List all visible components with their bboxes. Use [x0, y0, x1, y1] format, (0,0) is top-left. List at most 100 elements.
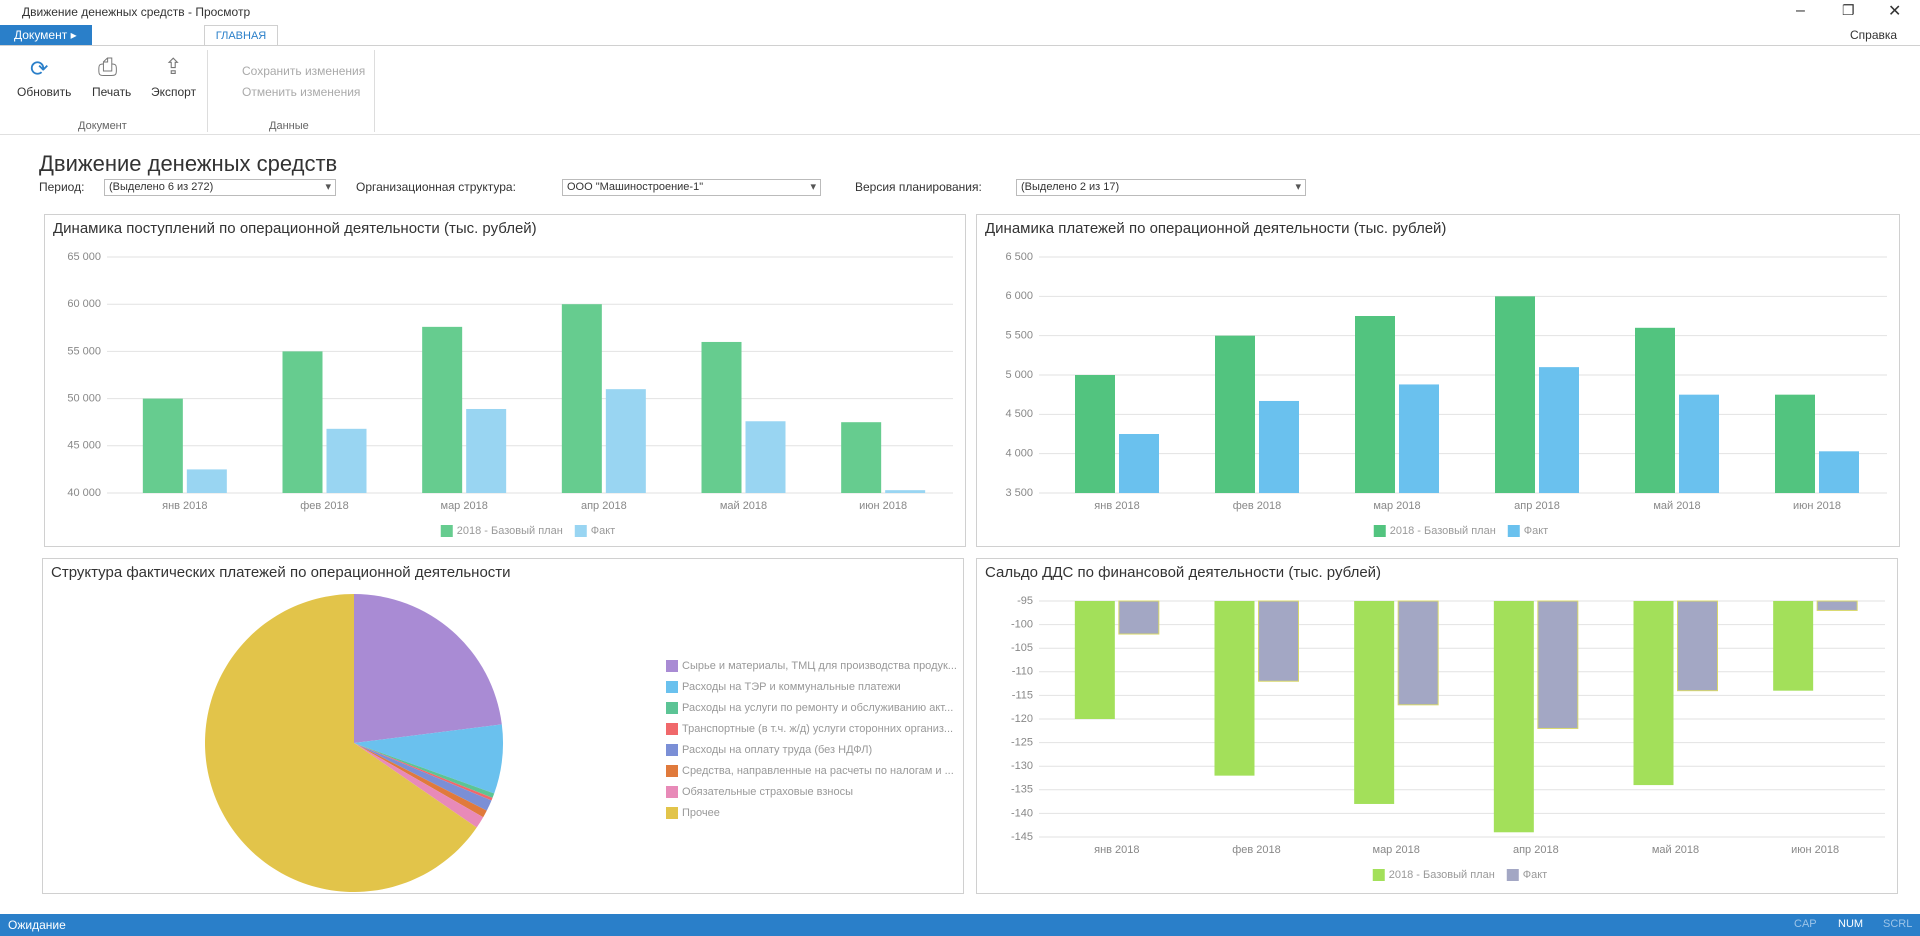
legend-label: 2018 - Базовый план — [1389, 869, 1495, 881]
pie-slice — [354, 594, 502, 743]
y-tick-label: -115 — [1012, 689, 1033, 701]
bar — [1397, 600, 1439, 706]
bar — [326, 428, 367, 493]
group-label: Данные — [269, 120, 309, 132]
separator — [207, 50, 208, 132]
chart-title: Динамика поступлений по операционной дея… — [53, 220, 537, 237]
pie-slice — [354, 743, 493, 801]
pie-slice — [354, 743, 495, 798]
legend-label: Факт — [1523, 869, 1547, 881]
y-tick-label: -105 — [1011, 642, 1033, 654]
legend-label: Обязательные страховые взносы — [682, 786, 853, 798]
y-tick-label: -140 — [1011, 807, 1033, 819]
y-tick-label: 65 000 — [67, 251, 101, 263]
legend-swatch — [666, 681, 678, 693]
legend-label: 2018 - Базовый план — [1390, 525, 1496, 537]
bar — [1354, 601, 1395, 804]
chart-panel: Динамика поступлений по операционной дея… — [44, 214, 966, 547]
y-tick-label: -95 — [1017, 595, 1033, 607]
restore[interactable]: ❐ — [1842, 2, 1855, 18]
legend-label: Факт — [591, 525, 615, 537]
ribbon-button[interactable]: Экспорт — [151, 85, 197, 99]
close[interactable]: ✕ — [1888, 3, 1902, 20]
legend-label: Расходы на ТЭР и коммунальные платежи — [682, 681, 901, 693]
x-tick-label: мар 2018 — [1373, 844, 1420, 856]
document-menu-label: Документ — [14, 28, 68, 42]
x-tick-label: апр 2018 — [1514, 500, 1560, 512]
chart: Динамика платежей по операционной деятел… — [985, 220, 1887, 537]
y-tick-label: 4 000 — [1005, 448, 1033, 460]
legend-swatch — [666, 807, 678, 819]
y-tick-label: -100 — [1011, 619, 1033, 631]
bar — [1259, 400, 1299, 493]
bar — [1258, 600, 1299, 682]
bar — [745, 421, 786, 493]
group-label: Документ — [78, 120, 127, 132]
x-tick-label: июн 2018 — [1791, 844, 1839, 856]
chart-title: Динамика платежей по операционной деятел… — [985, 220, 1446, 237]
legend-swatch — [666, 765, 678, 777]
filter-label: Версия планирования: — [855, 180, 982, 194]
filter-dropdown[interactable]: ООО "Машиностроение-1" — [562, 179, 821, 196]
legend-swatch — [1507, 525, 1520, 537]
x-tick-label: апр 2018 — [581, 500, 627, 512]
bar — [466, 408, 507, 493]
bar — [282, 351, 323, 493]
status-text: Ожидание — [8, 918, 66, 932]
bar — [142, 398, 183, 493]
y-tick-label: -145 — [1011, 831, 1033, 843]
bar — [1635, 327, 1675, 493]
y-tick-label: 5 000 — [1005, 369, 1033, 381]
ribbon-button[interactable]: Обновить — [17, 85, 72, 99]
bar — [1775, 394, 1815, 493]
status-bar: Ожидание CAP NUM SCRL — [0, 914, 1920, 936]
y-tick-label: 3 500 — [1005, 487, 1033, 499]
bar — [1399, 384, 1439, 493]
chart-panel: Сальдо ДДС по финансовой деятельности (т… — [976, 558, 1898, 894]
pie-slice — [205, 594, 477, 892]
y-tick-label: 55 000 — [67, 345, 101, 357]
filter-dropdown[interactable]: (Выделено 6 из 272) — [104, 179, 336, 196]
legend-label: Расходы на услуги по ремонту и обслужива… — [682, 702, 953, 714]
help[interactable]: Справка — [1850, 28, 1898, 42]
bar — [561, 304, 602, 493]
chart: Динамика поступлений по операционной дея… — [53, 220, 953, 537]
report-title: Движение денежных средств — [39, 151, 338, 176]
y-tick-label: 6 500 — [1005, 251, 1033, 263]
bar — [186, 469, 227, 493]
document-menu[interactable]: Документ ▸ — [0, 25, 92, 45]
bar — [1495, 296, 1535, 493]
bar — [1214, 601, 1255, 776]
minimize[interactable]: – — [1796, 2, 1805, 19]
legend-swatch — [666, 786, 678, 798]
legend-swatch — [1506, 869, 1519, 881]
pie-slice — [354, 743, 487, 818]
x-tick-label: мар 2018 — [1373, 500, 1420, 512]
x-tick-label: май 2018 — [1653, 500, 1700, 512]
ribbon-action[interactable]: Сохранить изменения — [242, 64, 366, 78]
y-tick-label: 40 000 — [67, 487, 101, 499]
indicator: NUM — [1838, 918, 1864, 930]
filter-label: Организационная структура: — [356, 180, 516, 194]
ribbon: ⟳ ⎙ ⇪ Обновить Печать Экспорт Сохранить … — [0, 45, 1920, 135]
ribbon-action[interactable]: Отменить изменения — [242, 85, 361, 99]
indicator: CAP — [1794, 918, 1817, 930]
y-tick-label: 6 000 — [1005, 290, 1033, 302]
ribbon-button[interactable]: Печать — [92, 85, 132, 99]
tab[interactable]: ГЛАВНАЯ — [204, 25, 278, 46]
chart-title: Структура фактических платежей по операц… — [51, 564, 511, 581]
y-tick-label: 5 500 — [1005, 330, 1033, 342]
x-tick-label: июн 2018 — [1793, 500, 1841, 512]
x-tick-label: май 2018 — [1652, 844, 1699, 856]
bar — [1355, 316, 1395, 493]
bar — [1118, 600, 1160, 635]
window-title: Движение денежных средств - Просмотр — [22, 5, 251, 19]
filter-dropdown[interactable]: (Выделено 2 из 17) — [1016, 179, 1306, 196]
bar — [1074, 601, 1115, 719]
legend-label: Факт — [1524, 525, 1548, 537]
bar — [1119, 434, 1159, 493]
y-tick-label: -130 — [1011, 760, 1033, 772]
chart-title: Сальдо ДДС по финансовой деятельности (т… — [985, 564, 1381, 581]
filter-value: (Выделено 2 из 17) — [1021, 181, 1120, 193]
bar — [1633, 601, 1674, 786]
